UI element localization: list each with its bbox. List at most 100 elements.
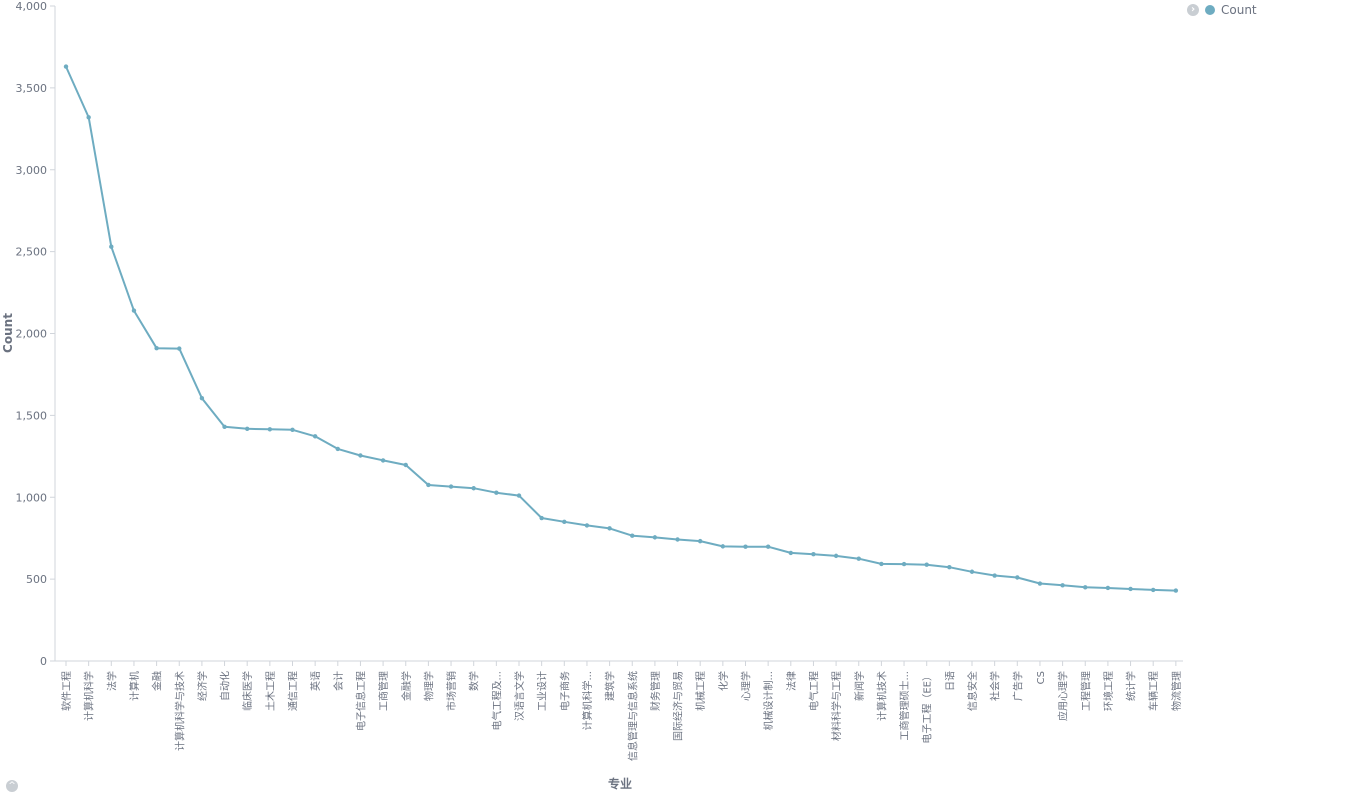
data-point[interactable] — [245, 426, 250, 432]
data-point[interactable] — [471, 486, 476, 491]
data-point[interactable] — [290, 427, 295, 432]
data-point[interactable] — [675, 537, 680, 542]
x-tick-label: 化学 — [717, 671, 730, 691]
data-point[interactable] — [448, 484, 454, 489]
data-point[interactable] — [199, 395, 205, 401]
data-point[interactable] — [1105, 585, 1111, 591]
x-axis-title: 专业 — [608, 776, 632, 791]
data-point[interactable] — [335, 446, 340, 452]
x-tick-label: 电气工程 — [807, 671, 820, 711]
x-tick-label: 应用心理学 — [1057, 671, 1070, 721]
data-point[interactable] — [494, 490, 499, 495]
data-point[interactable] — [403, 462, 408, 468]
x-tick-label: 自动化 — [219, 671, 232, 701]
x-tick-label: 电子工程（EE） — [921, 671, 934, 744]
data-point[interactable] — [630, 533, 635, 538]
x-tick-label: 日语 — [944, 671, 956, 691]
data-point[interactable] — [1015, 575, 1020, 580]
series-line — [65, 66, 1176, 592]
y-tick-label: 0 — [40, 655, 47, 668]
x-tick-label: 市场营销 — [445, 671, 458, 711]
data-point[interactable] — [1151, 587, 1156, 593]
data-point[interactable] — [358, 453, 363, 458]
data-point[interactable] — [947, 564, 952, 570]
x-tick-label: 金融学 — [400, 671, 413, 701]
legend-label[interactable]: Count — [1221, 3, 1257, 17]
data-point[interactable] — [652, 535, 658, 540]
data-point[interactable] — [131, 308, 137, 313]
x-tick-label: 物流管理 — [1170, 671, 1183, 711]
data-point[interactable] — [607, 526, 612, 531]
data-point[interactable] — [516, 493, 522, 498]
data-point[interactable] — [109, 244, 114, 249]
x-tick-label: 英语 — [309, 671, 322, 691]
data-point[interactable] — [879, 561, 884, 567]
y-tick-label: 3,000 — [16, 164, 48, 177]
y-tick-label: 2,000 — [16, 328, 48, 341]
x-tick-label: 工商管理 — [377, 671, 390, 711]
data-point[interactable] — [63, 64, 69, 69]
x-tick-label: 计算机科学与技术 — [173, 671, 186, 751]
data-point[interactable] — [992, 573, 997, 578]
data-point[interactable] — [426, 482, 431, 488]
x-tick-label: 心理学 — [740, 671, 753, 701]
data-point[interactable] — [539, 515, 544, 521]
x-tick-label: 金融 — [151, 671, 164, 691]
data-point[interactable] — [1128, 586, 1133, 592]
data-point[interactable] — [154, 346, 159, 351]
data-point[interactable] — [720, 544, 726, 549]
y-tick-label: 2,500 — [16, 246, 48, 259]
data-point[interactable] — [312, 434, 318, 439]
x-tick-label: 电子商务 — [558, 671, 571, 711]
data-point[interactable] — [698, 538, 703, 544]
x-tick-label: 计算机 — [128, 671, 141, 701]
x-tick-label: 软件工程 — [60, 671, 73, 711]
x-tick-label: 电气工程及... — [490, 671, 503, 731]
y-tick-label: 3,500 — [16, 82, 48, 95]
data-point[interactable] — [222, 424, 227, 430]
x-tick-label: 计算机技术 — [875, 671, 888, 721]
x-tick-label: 国际经济与贸易 — [672, 671, 685, 741]
data-point[interactable] — [177, 346, 182, 351]
legend-swatch[interactable] — [1205, 5, 1215, 15]
data-point[interactable] — [1060, 583, 1065, 588]
data-point[interactable] — [1083, 585, 1088, 590]
data-point[interactable] — [267, 427, 273, 432]
data-point[interactable] — [584, 523, 590, 528]
x-tick-label: 社会学 — [989, 671, 1002, 701]
x-tick-label: 计算机科学 — [83, 671, 96, 721]
y-tick-label: 1,000 — [16, 491, 48, 504]
data-point[interactable] — [562, 519, 567, 525]
x-tick-label: 统计学 — [1125, 671, 1138, 701]
data-point[interactable] — [901, 561, 907, 567]
data-point[interactable] — [969, 569, 975, 574]
x-tick-label: 财务管理 — [649, 671, 662, 711]
x-tick-label: 新闻学 — [853, 671, 866, 701]
x-tick-label: CS — [1036, 671, 1047, 684]
data-point[interactable] — [765, 544, 771, 549]
data-point[interactable] — [1173, 588, 1179, 593]
chevron-up-icon[interactable]: ^ — [6, 780, 18, 792]
data-point[interactable] — [833, 553, 839, 559]
data-point[interactable] — [924, 562, 929, 567]
y-tick-label: 1,500 — [16, 409, 48, 422]
data-point[interactable] — [856, 556, 861, 561]
x-tick-label: 法学 — [105, 671, 118, 691]
data-point[interactable] — [380, 458, 386, 463]
x-tick-label: 计算机科学... — [581, 671, 594, 731]
data-point[interactable] — [811, 552, 816, 557]
y-axis: 0 500 1,000 1,500 2,000 2,500 3,000 3,500 4,000 — [16, 0, 56, 668]
x-tick-label: 物理学 — [422, 671, 435, 701]
x-tick-label: 信息安全 — [966, 671, 979, 711]
data-point[interactable] — [86, 115, 91, 120]
y-tick-label: 500 — [26, 573, 47, 586]
data-point[interactable] — [1037, 581, 1043, 586]
data-point[interactable] — [743, 544, 748, 549]
data-point[interactable] — [788, 550, 793, 556]
x-tick-label: 土木工程 — [264, 671, 277, 711]
x-tick-label: 电子信息工程 — [354, 671, 367, 731]
series-layer — [63, 64, 1179, 593]
chevron-right-icon[interactable]: › — [1187, 4, 1199, 16]
x-tick-label: 建筑学 — [604, 671, 617, 701]
